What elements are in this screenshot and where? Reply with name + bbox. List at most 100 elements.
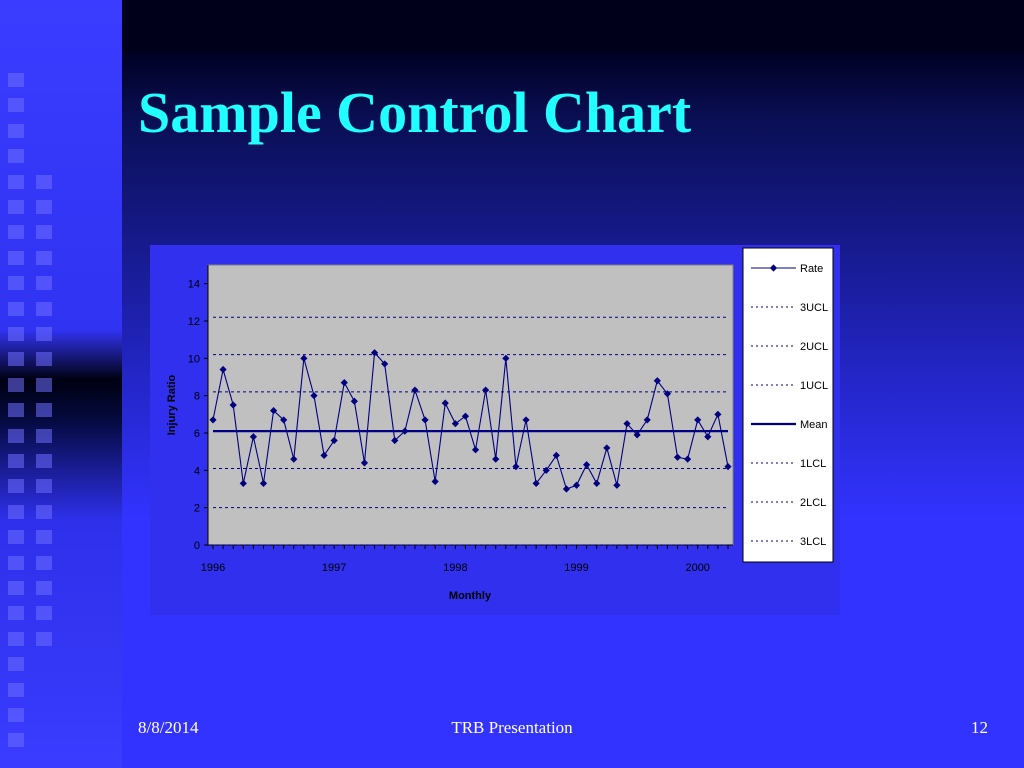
data-point-rate xyxy=(451,420,459,428)
decorative-square xyxy=(8,657,24,672)
decorative-square xyxy=(8,555,24,570)
decorative-square xyxy=(36,530,52,545)
decorative-square xyxy=(8,301,24,316)
y-tick-label: 10 xyxy=(188,353,200,365)
decorative-square xyxy=(36,403,52,418)
decorative-square xyxy=(36,454,52,468)
x-tick-label: 1998 xyxy=(443,562,467,574)
legend-label: 3LCL xyxy=(800,536,826,548)
decorative-square xyxy=(8,352,24,367)
data-point-rate xyxy=(249,433,257,441)
decorative-square xyxy=(8,225,24,240)
decorative-square xyxy=(8,682,24,697)
decorative-square xyxy=(8,73,24,87)
decorative-square xyxy=(8,606,24,621)
x-tick-label: 1996 xyxy=(201,562,225,574)
slide-title: Sample Control Chart xyxy=(138,80,692,145)
legend-marker-rate xyxy=(769,264,778,272)
data-point-rate xyxy=(704,433,712,441)
decorative-square xyxy=(36,327,52,341)
legend-label: 2LCL xyxy=(800,497,826,509)
decorative-square xyxy=(36,301,52,316)
y-tick-label: 0 xyxy=(194,540,200,552)
decorative-square xyxy=(36,631,52,646)
x-axis-label: Monthly xyxy=(449,590,492,602)
decorative-square xyxy=(36,200,52,214)
y-axis-label: Injury Ratio xyxy=(166,374,178,435)
data-point-rate xyxy=(320,451,328,459)
decorative-square xyxy=(36,174,52,189)
data-point-rate xyxy=(552,451,560,459)
decorative-square xyxy=(8,708,24,722)
footer-date: 8/8/2014 xyxy=(138,718,199,737)
legend-label: 1LCL xyxy=(800,458,826,470)
footer-presentation-name: TRB Presentation xyxy=(451,718,573,737)
data-point-rate xyxy=(461,412,470,420)
data-point-rate xyxy=(694,416,702,424)
decorative-square xyxy=(36,276,52,291)
decorative-square xyxy=(36,581,52,595)
decorative-square xyxy=(8,149,24,164)
decorative-square xyxy=(8,250,24,265)
decorative-square-grid xyxy=(0,0,122,768)
control-chart: 0 2 4 6 8 10 12 14 1996 1997 1998 1999 2000 Injury … xyxy=(150,245,840,615)
data-point-rate xyxy=(633,431,641,439)
data-point-rate xyxy=(673,453,682,461)
decorative-square xyxy=(36,479,52,494)
decorative-square xyxy=(8,174,24,189)
x-tick-label: 1997 xyxy=(322,562,346,574)
decorative-square xyxy=(8,479,24,494)
decorative-square xyxy=(8,98,24,113)
left-decorative-band xyxy=(0,0,122,768)
series-line-rate xyxy=(212,351,729,490)
y-tick-label: 6 xyxy=(194,428,200,440)
decorative-square xyxy=(8,530,24,545)
chart-legend: Rate 3UCL 2UCL 1UCL Mean 1LCL 2LCL 3LCL xyxy=(742,247,834,563)
data-point-rate xyxy=(623,420,631,428)
data-point-rate xyxy=(593,479,601,487)
y-tick-label: 2 xyxy=(194,503,200,515)
decorative-square xyxy=(8,403,24,418)
legend-label: 3UCL xyxy=(800,302,828,314)
decorative-square xyxy=(36,377,52,392)
data-point-rate xyxy=(653,377,661,385)
data-point-rate xyxy=(391,436,399,445)
decorative-square xyxy=(36,428,52,443)
legend-box xyxy=(742,247,834,563)
decorative-square xyxy=(8,200,24,214)
data-point-rate xyxy=(370,349,379,357)
data-point-rate xyxy=(572,481,581,489)
decorative-square xyxy=(8,454,24,468)
decorative-square xyxy=(8,377,24,392)
decorative-square xyxy=(36,225,52,240)
x-tick-label: 1999 xyxy=(564,562,588,574)
decorative-square xyxy=(36,504,52,519)
data-point-rate xyxy=(471,446,480,454)
data-point-rate xyxy=(542,466,550,474)
data-point-rate xyxy=(562,485,571,493)
legend-label: Mean xyxy=(800,419,828,431)
data-point-rate xyxy=(229,401,237,409)
decorative-square xyxy=(36,606,52,621)
decorative-square xyxy=(8,428,24,443)
data-point-rate xyxy=(613,481,621,489)
decorative-square xyxy=(8,327,24,341)
footer-page-number: 12 xyxy=(971,718,988,737)
x-tick-label: 2000 xyxy=(685,562,709,574)
y-tick-label: 8 xyxy=(194,391,200,403)
decorative-square xyxy=(8,276,24,291)
legend-label: 1UCL xyxy=(800,380,828,392)
y-tick-label: 14 xyxy=(188,279,200,291)
data-point-rate xyxy=(350,397,358,405)
y-tick-label: 4 xyxy=(194,465,200,477)
decorative-square xyxy=(36,555,52,570)
decorative-square xyxy=(8,123,24,138)
legend-label: Rate xyxy=(800,263,823,275)
decorative-square xyxy=(36,352,52,367)
decorative-square xyxy=(8,504,24,519)
decorative-square xyxy=(8,631,24,646)
data-point-rate xyxy=(431,477,439,486)
data-point-rate xyxy=(663,390,672,398)
decorative-square xyxy=(36,250,52,265)
data-point-rate xyxy=(583,461,591,469)
